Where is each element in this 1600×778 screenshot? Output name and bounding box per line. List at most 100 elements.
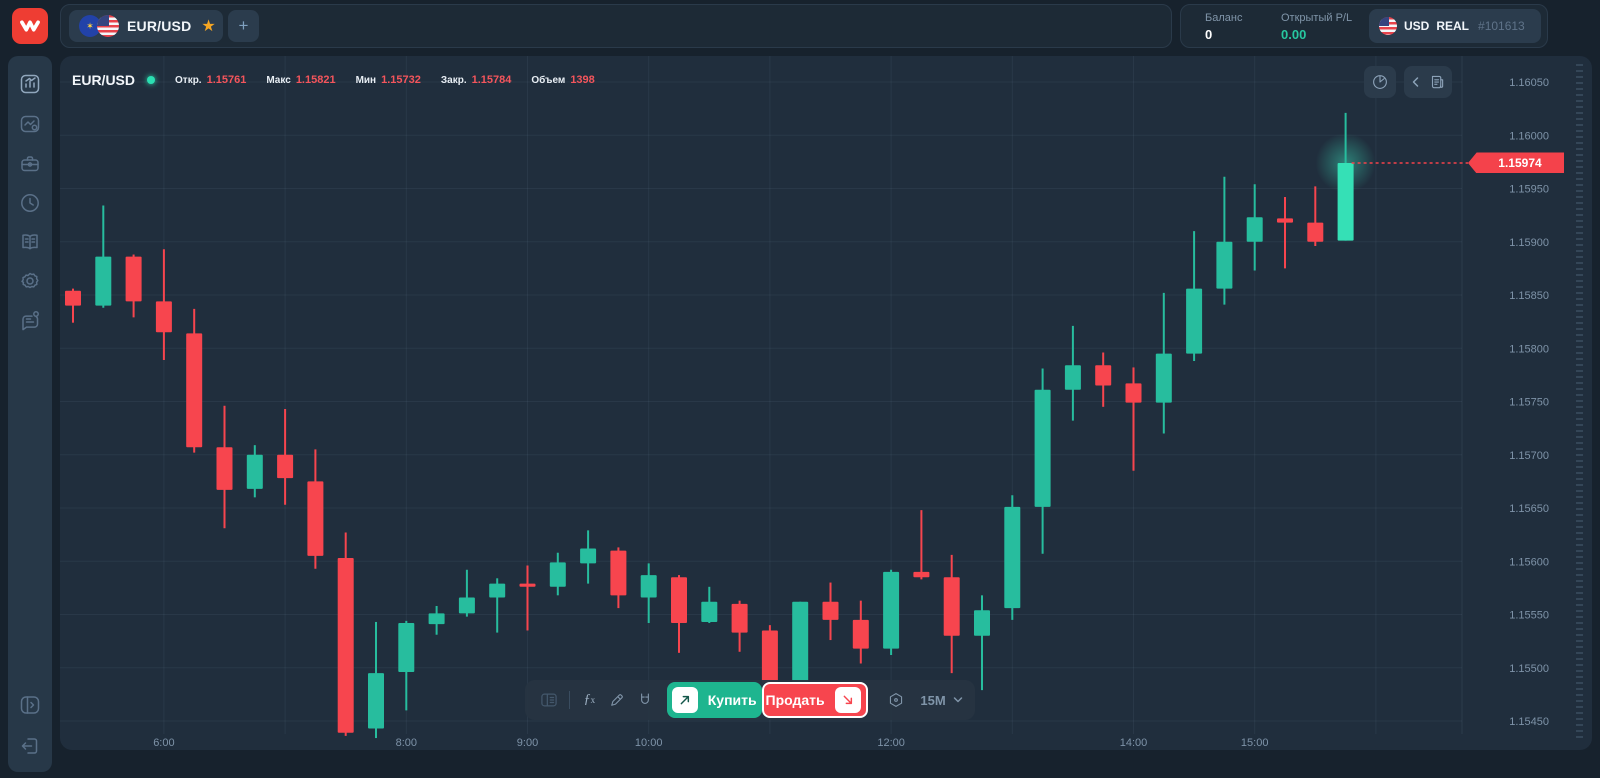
balance-block: Баланс 0: [1205, 12, 1242, 42]
time-axis-label: 6:00: [153, 737, 174, 749]
current-price-tag: 1.15974: [1468, 152, 1564, 174]
time-axis-label: 12:00: [877, 737, 905, 749]
account-id: #101613: [1478, 19, 1525, 33]
stat-volume-value: 1398: [570, 74, 595, 86]
account-info-panel: Баланс 0 Открытый P/L 0.00 USD REAL #101…: [1180, 4, 1548, 48]
collapse-panel-icon[interactable]: [18, 693, 42, 717]
candle-8:15: [428, 613, 445, 625]
toolbar-divider: [568, 691, 570, 709]
candle-10:15: [671, 577, 687, 624]
candle-15:15: [1277, 218, 1293, 223]
asset-tabs-strip: ✶ EUR/USD ★ +: [60, 4, 1172, 48]
candle-13:45: [1095, 365, 1112, 386]
timeframe-selector[interactable]: 15M: [920, 692, 946, 708]
candle-5:30: [95, 256, 112, 306]
open-pl-label: Открытый P/L: [1281, 12, 1353, 24]
balance-label: Баланс: [1205, 12, 1243, 24]
account-type: REAL: [1436, 19, 1470, 33]
candle-6:00: [155, 301, 172, 333]
eu-flag-icon: ✶: [79, 15, 101, 37]
price-axis-label: 1.15550: [1509, 610, 1549, 622]
us-flag-icon: [1379, 17, 1397, 35]
settings-gear-icon[interactable]: [18, 269, 42, 293]
candle-5:15: [65, 290, 81, 306]
education-book-icon[interactable]: [18, 230, 42, 254]
candle-15:30: [1307, 222, 1324, 242]
chart-settings-target-icon[interactable]: [886, 687, 908, 713]
price-axis-label: 1.16050: [1509, 77, 1549, 89]
candle-8:00: [398, 623, 415, 673]
add-asset-button[interactable]: +: [228, 10, 259, 42]
stat-volume: Объем 1398: [531, 74, 594, 86]
price-axis-label: 1.15700: [1509, 450, 1549, 462]
candle-11:30: [822, 601, 839, 620]
news-doc-icon: [1431, 75, 1444, 89]
candle-6:45: [246, 454, 263, 489]
candle-6:30: [216, 447, 233, 490]
chart-symbol-label: EUR/USD: [72, 72, 136, 88]
logout-icon[interactable]: [18, 734, 42, 758]
favorite-star-icon[interactable]: ★: [201, 18, 216, 35]
candlestick-chart[interactable]: 1.16050 1.16000 1.15950 1.15900 1.15850 1.158…: [60, 56, 1592, 750]
pie-timer-icon: [1373, 75, 1387, 89]
stat-close-label: Закр.: [440, 75, 467, 86]
buy-button-label: Купить: [707, 692, 757, 708]
candle-13:00: [1004, 506, 1021, 609]
price-axis-label: 1.15750: [1509, 397, 1549, 409]
candle-7:00: [277, 454, 294, 479]
account-selector[interactable]: USD REAL #101613: [1369, 9, 1541, 43]
time-axis-label: 9:00: [517, 737, 538, 749]
candle-11:15: [792, 601, 809, 683]
candle-13:30: [1064, 365, 1081, 390]
stat-close-value: 1.15784: [471, 74, 512, 86]
trades-panel-icon[interactable]: [538, 687, 560, 713]
chevron-left-icon: [1412, 77, 1419, 87]
live-status-dot: [147, 76, 156, 84]
stat-open-label: Откр.: [175, 75, 202, 86]
time-axis-label: 14:00: [1120, 737, 1148, 749]
portfolio-briefcase-icon[interactable]: [18, 152, 42, 176]
sell-button[interactable]: Продать: [761, 682, 868, 718]
price-axis-label: 1.15950: [1509, 184, 1549, 196]
candle-7:15: [307, 481, 324, 556]
price-axis-label: 1.15800: [1509, 343, 1549, 355]
us-flag-icon: [97, 15, 119, 37]
history-clock-icon[interactable]: [18, 191, 42, 215]
buy-arrow-icon: [671, 687, 698, 713]
asset-tab-eurusd[interactable]: ✶ EUR/USD ★: [69, 10, 223, 42]
stat-close: Закр. 1.15784: [441, 74, 511, 86]
price-axis-label: 1.15850: [1509, 290, 1549, 302]
signals-chart-icon[interactable]: [18, 112, 42, 136]
market-chart-icon[interactable]: [18, 72, 42, 96]
price-axis-ruler: [1576, 64, 1583, 740]
time-axis-label: 8:00: [396, 737, 417, 749]
candle-14:45: [1216, 241, 1233, 289]
tab-symbol-label: EUR/USD: [127, 18, 192, 34]
price-axis-label: 1.15450: [1509, 716, 1549, 728]
candle-12:30: [943, 577, 960, 636]
sell-button-label: Продать: [765, 692, 825, 708]
candle-8:45: [489, 583, 506, 598]
support-chat-icon[interactable]: [18, 308, 42, 332]
chevron-down-icon[interactable]: [952, 687, 965, 713]
candle-7:30: [337, 558, 354, 733]
stat-high-label: Макс: [266, 75, 291, 86]
balance-value: 0: [1205, 27, 1213, 42]
candle-15:00: [1246, 217, 1263, 242]
price-axis-label: 1.15900: [1509, 237, 1549, 249]
chart-panel: 1.16050 1.16000 1.15950 1.15900 1.15850 1.158…: [60, 56, 1592, 750]
broker-logo[interactable]: [12, 8, 48, 44]
stat-open-value: 1.15761: [206, 74, 247, 86]
sell-arrow-icon: [834, 687, 861, 713]
drawing-pen-icon[interactable]: [606, 687, 628, 713]
news-feed-button[interactable]: [1404, 66, 1452, 98]
candle-10:00: [640, 575, 657, 598]
account-currency: USD: [1404, 19, 1430, 33]
candle-14:00: [1125, 383, 1142, 403]
trade-timer-button[interactable]: [1364, 66, 1396, 98]
magnet-icon[interactable]: [634, 687, 656, 713]
buy-button[interactable]: Купить: [666, 682, 762, 718]
candle-12:00: [883, 571, 900, 649]
